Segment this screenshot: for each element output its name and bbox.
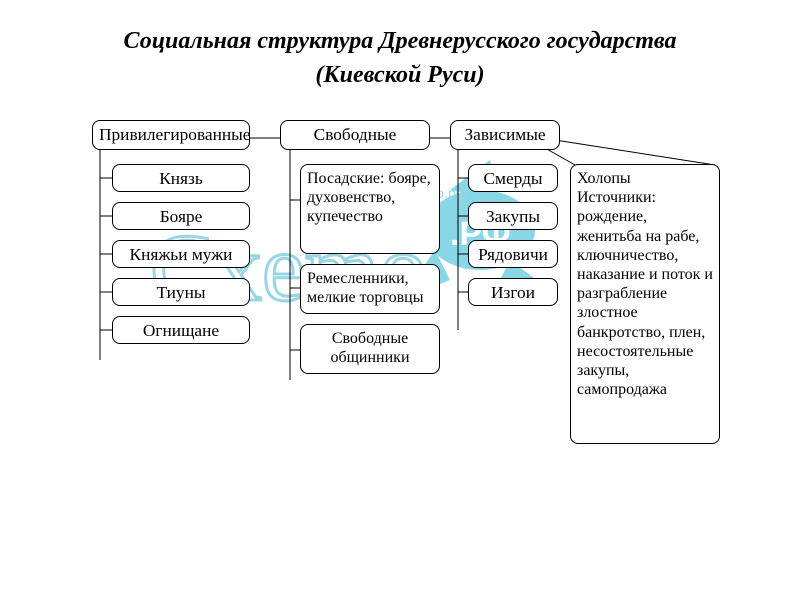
title-line-1: Социальная структура Древнерусского госу…: [0, 28, 800, 55]
col1-item: Князь: [112, 164, 250, 192]
col2-item: Посадские: бояре, духовенство, купечеств…: [300, 164, 440, 254]
header-free: Свободные: [280, 120, 430, 150]
col2-item: Ремесленники, мелкие торговцы: [300, 264, 440, 314]
col3-item: Изгои: [468, 278, 558, 306]
col1-item: Княжьи мужи: [112, 240, 250, 268]
title-line-2: (Киевской Руси): [0, 62, 800, 89]
header-dependent: Зависимые: [450, 120, 560, 150]
col2-item: Свободные общинники: [300, 324, 440, 374]
col1-item: Тиуны: [112, 278, 250, 306]
dependent-side-note: Холопы Источники: рождение, женитьба на …: [570, 164, 720, 444]
col3-item: Закупы: [468, 202, 558, 230]
col3-item: Смерды: [468, 164, 558, 192]
col1-item: Бояре: [112, 202, 250, 230]
col1-item: Огнищане: [112, 316, 250, 344]
header-privileged: Привилегированные: [92, 120, 250, 150]
diagram-canvas: Cxemo .РФ http://схемо.рф: [0, 0, 800, 600]
col3-item: Рядовичи: [468, 240, 558, 268]
